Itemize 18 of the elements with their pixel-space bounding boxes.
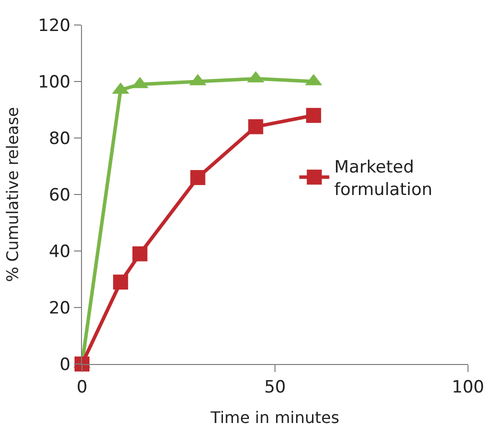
x-axis-title: Time in minutes [210, 408, 340, 428]
y-tick-label: 120 [38, 16, 70, 36]
point [306, 108, 322, 123]
x-tick-label: 0 [76, 378, 88, 398]
y-axis-title: % Cumulative release [2, 106, 22, 282]
y-tick-label: 80 [48, 128, 70, 149]
y-tick-label: 0 [60, 354, 70, 375]
point [113, 274, 128, 290]
x-tick-label: 100 [452, 378, 484, 398]
y-tick-label: 60 [48, 185, 70, 206]
y-tick-label: 100 [38, 72, 70, 92]
point [190, 170, 206, 186]
y-tick-label: 40 [48, 242, 70, 262]
x-tick-label: 50 [264, 378, 286, 398]
legend-label: Marketed formulation [334, 158, 432, 200]
point [248, 119, 264, 134]
point [132, 246, 148, 262]
y-tick-label: 20 [48, 298, 70, 318]
